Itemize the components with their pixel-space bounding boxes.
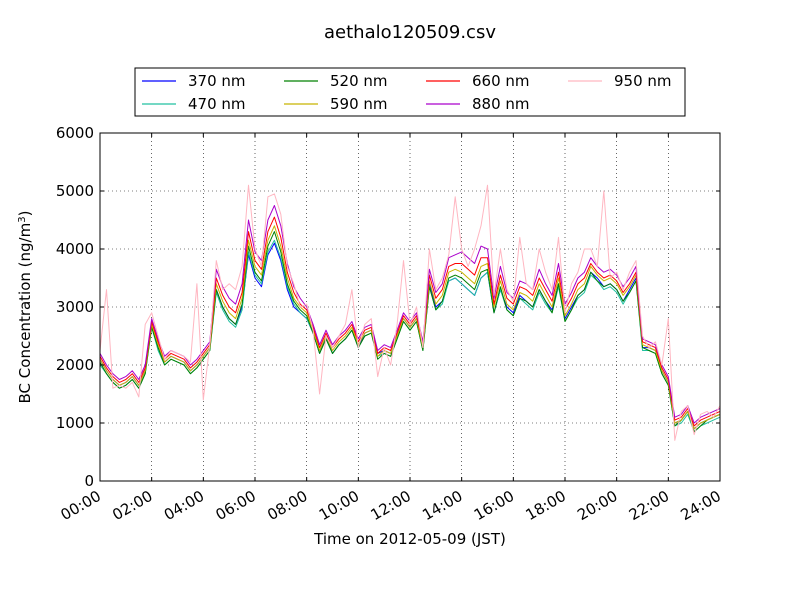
y-tick-label: 2000 — [56, 356, 94, 374]
y-tick-label: 5000 — [56, 182, 94, 200]
y-tick-label: 3000 — [56, 298, 94, 316]
series-line-950-nm — [99, 184, 721, 441]
y-tick-label: 0 — [84, 472, 94, 490]
legend-label: 470 nm — [188, 95, 246, 113]
legend-label: 590 nm — [330, 95, 388, 113]
legend-label: 660 nm — [472, 72, 530, 90]
y-tick-label: 6000 — [56, 124, 94, 142]
chart-title: aethalo120509.csv — [324, 22, 496, 43]
y-tick-label: 4000 — [56, 240, 94, 258]
legend-box — [134, 67, 686, 117]
x-axis-label: Time on 2012-05-09 (JST) — [313, 530, 506, 548]
grid-lines — [100, 133, 720, 481]
y-tick-label: 1000 — [56, 414, 94, 432]
legend-label: 950 nm — [614, 72, 672, 90]
legend-label: 370 nm — [188, 72, 246, 90]
legend-label: 880 nm — [472, 95, 530, 113]
y-axis-label-superscript: 3 — [17, 216, 28, 222]
series-line-590-nm — [99, 225, 721, 430]
series-line-520-nm — [99, 231, 721, 433]
y-axis-label: BC Concentration (ng/m3) — [16, 211, 34, 404]
y-axis-label-main: BC Concentration (ng/m — [16, 223, 34, 404]
y-axis-label-end: ) — [16, 211, 34, 217]
legend: 370 nm 470 nm 520 nm 590 nm 660 nm 880 nm 950 … — [134, 67, 686, 117]
series-layer — [99, 184, 721, 441]
legend-label: 520 nm — [330, 72, 388, 90]
